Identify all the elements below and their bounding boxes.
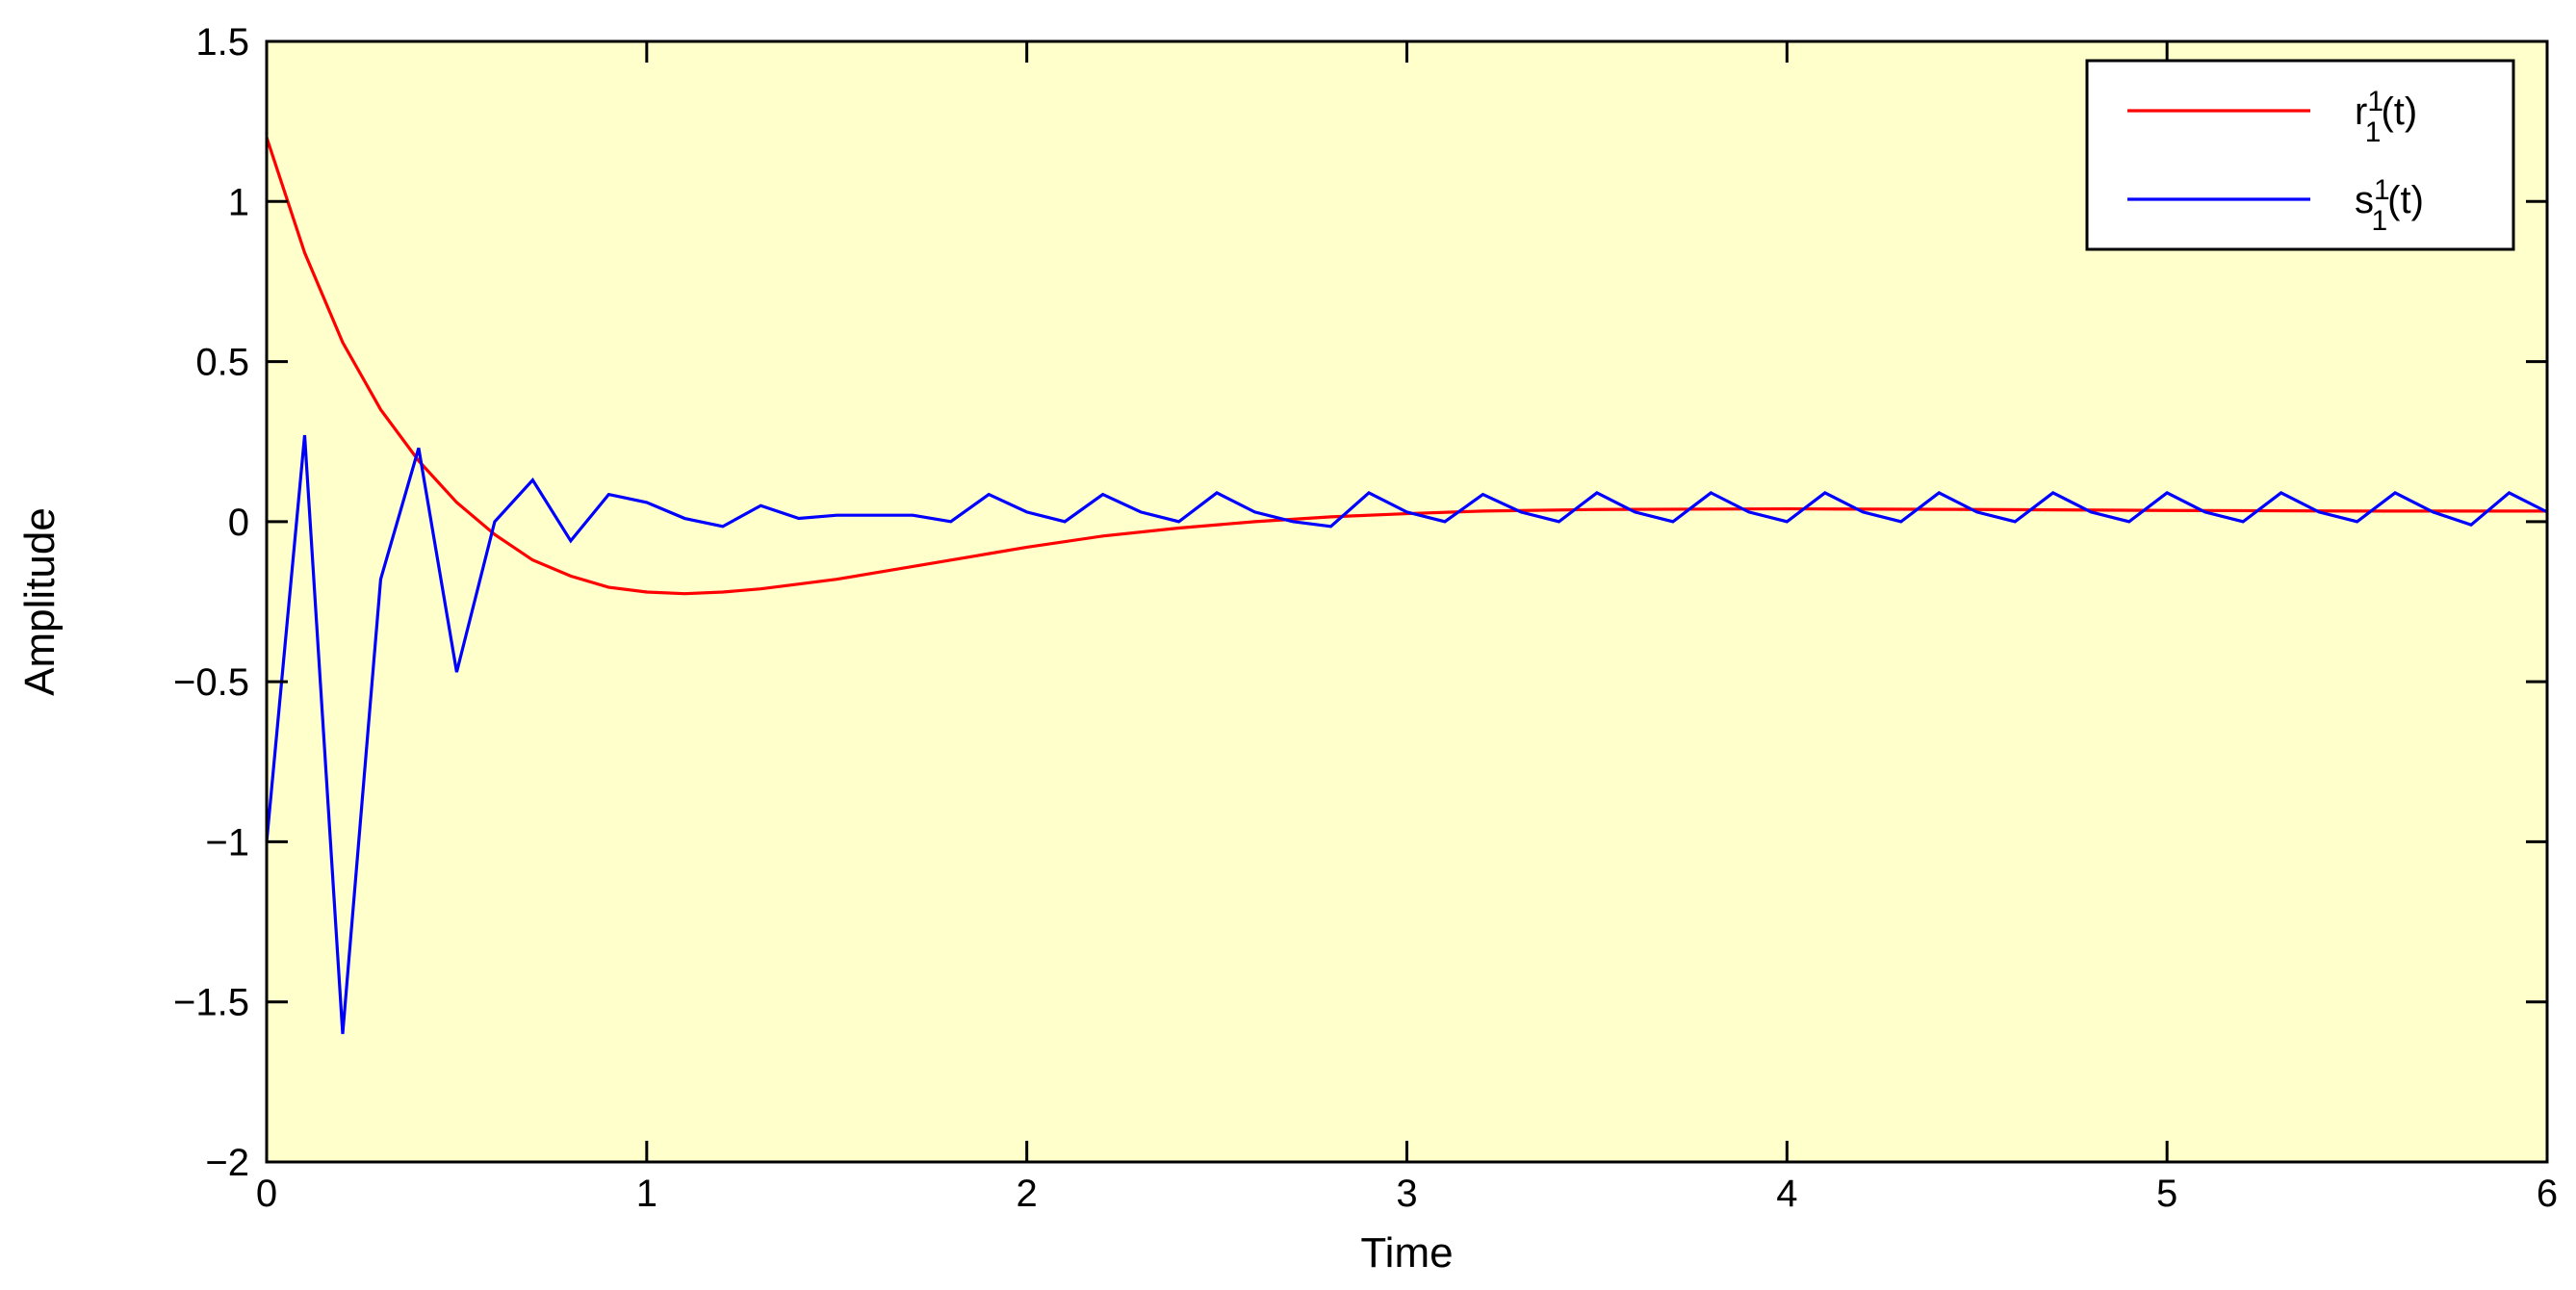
y-tick-label: 0 <box>228 502 249 544</box>
y-axis-label: Amplitude <box>16 507 64 696</box>
legend-box <box>2085 59 2515 251</box>
y-tick-label: 1.5 <box>195 21 249 64</box>
x-tick-label: 5 <box>2156 1173 2177 1215</box>
x-tick-label: 4 <box>1776 1173 1797 1215</box>
y-tick-label: 1 <box>228 181 249 223</box>
x-tick-label: 0 <box>256 1173 277 1215</box>
x-tick-label: 2 <box>1017 1173 1038 1215</box>
x-tick-label: 3 <box>1396 1173 1417 1215</box>
x-tick-label: 6 <box>2537 1173 2558 1215</box>
y-tick-label: −0.5 <box>173 661 249 704</box>
y-tick-label: −1 <box>205 821 249 864</box>
series-line-s <box>265 434 2548 1035</box>
y-tick-label: 0.5 <box>195 342 249 384</box>
y-tick-label: −2 <box>205 1142 249 1184</box>
legend-label-r: r1 1(t) <box>2355 86 2417 148</box>
series-line-r <box>265 137 2547 596</box>
y-tick-label: −1.5 <box>173 982 249 1024</box>
legend-label-s: s1 1(t) <box>2355 174 2424 237</box>
x-tick-label: 1 <box>636 1173 657 1215</box>
x-axis-label: Time <box>1360 1229 1453 1277</box>
